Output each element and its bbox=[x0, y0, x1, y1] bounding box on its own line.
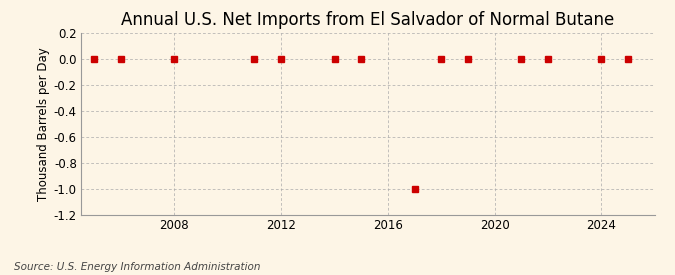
Text: Source: U.S. Energy Information Administration: Source: U.S. Energy Information Administ… bbox=[14, 262, 260, 272]
Y-axis label: Thousand Barrels per Day: Thousand Barrels per Day bbox=[36, 47, 49, 201]
Title: Annual U.S. Net Imports from El Salvador of Normal Butane: Annual U.S. Net Imports from El Salvador… bbox=[122, 11, 614, 29]
